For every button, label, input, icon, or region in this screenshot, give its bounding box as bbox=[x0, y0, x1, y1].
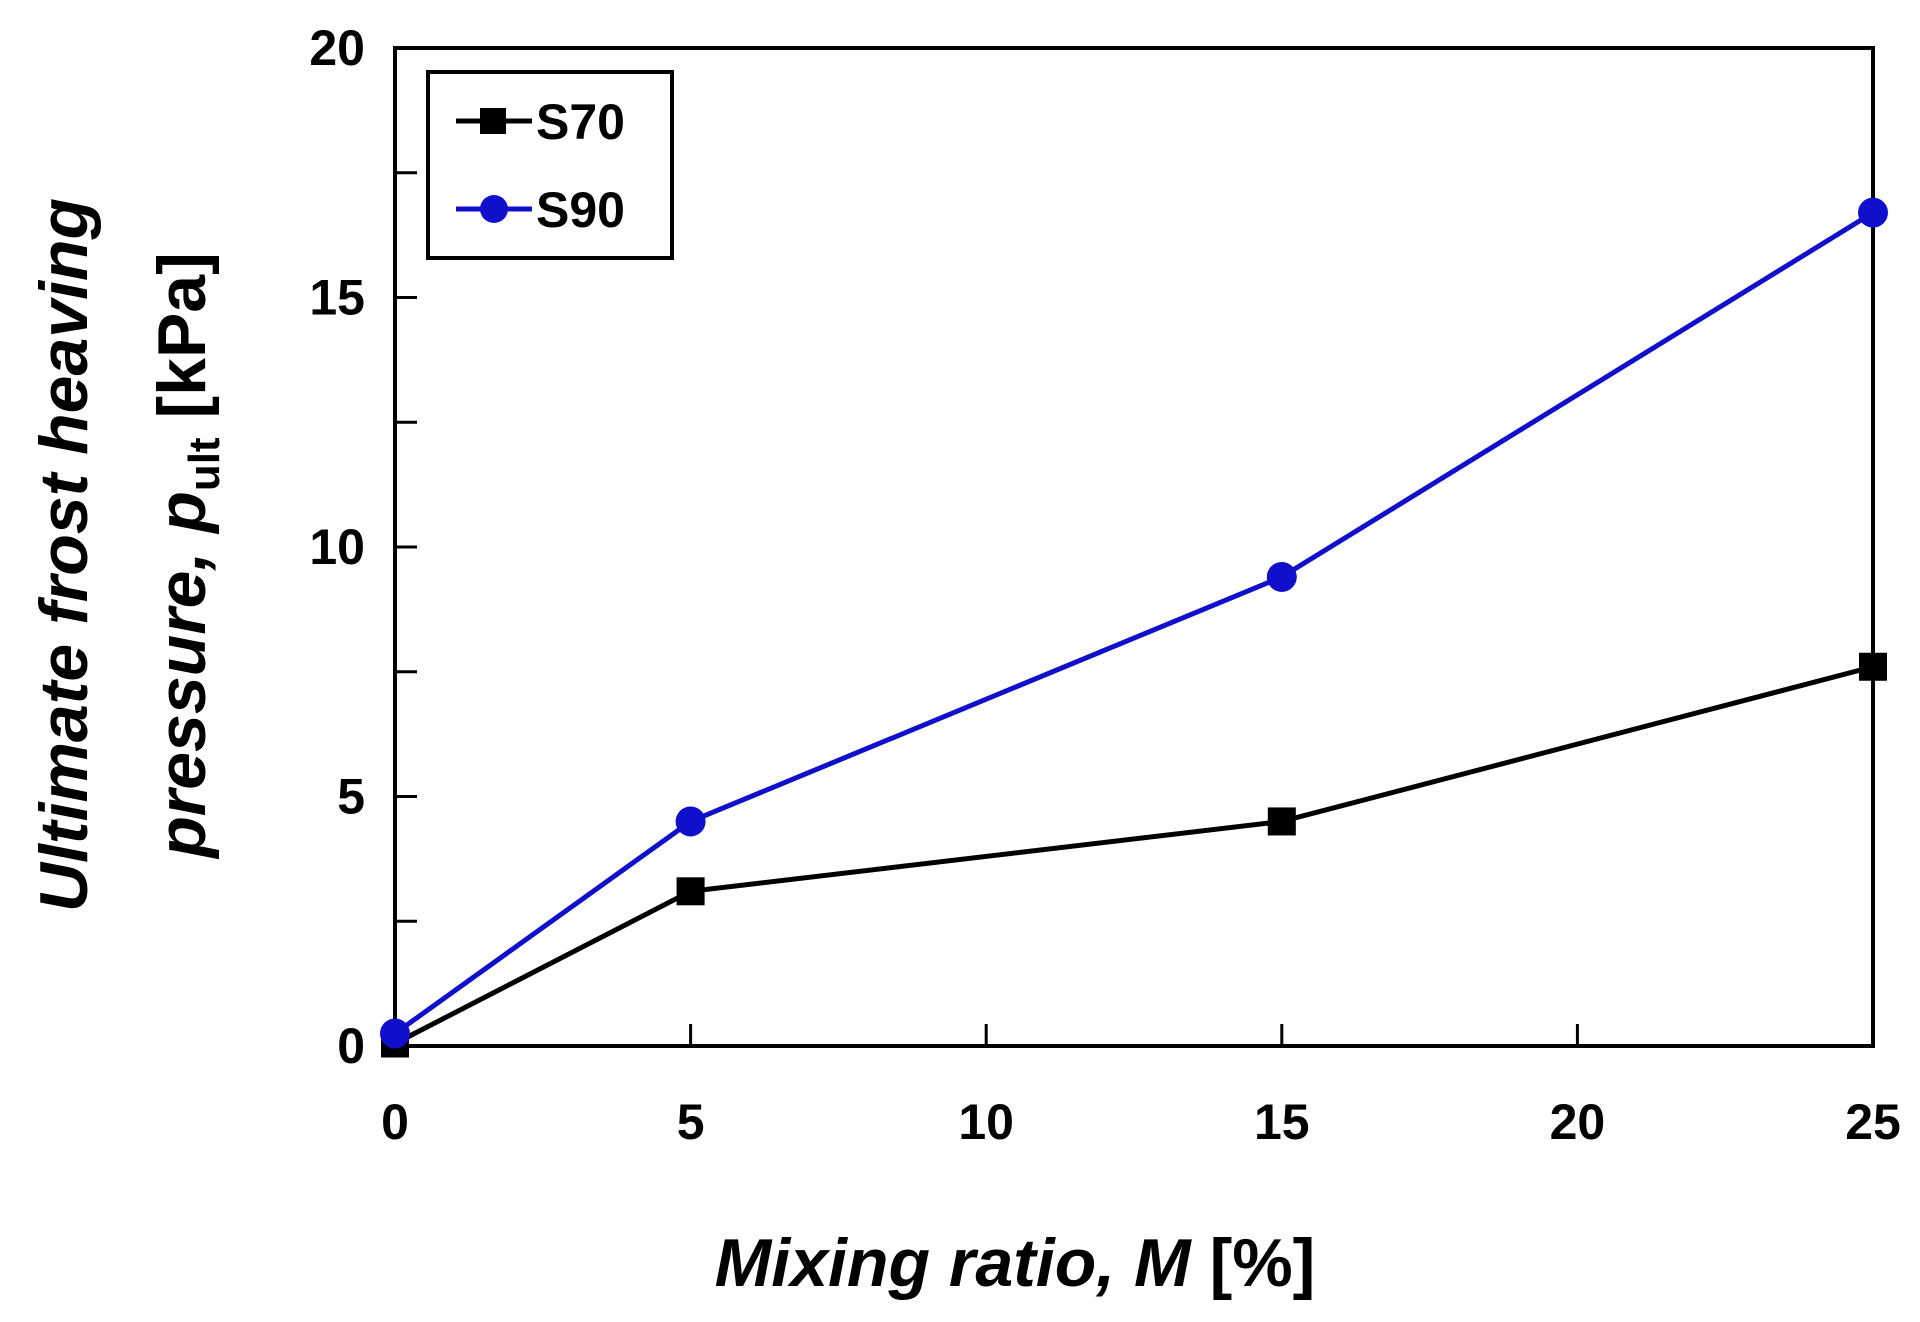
x-tick-label: 20 bbox=[1550, 1094, 1606, 1150]
x-tick-label: 25 bbox=[1845, 1094, 1901, 1150]
legend-label-s90: S90 bbox=[536, 182, 625, 238]
y-tick-label: 10 bbox=[309, 519, 365, 575]
x-axis-title-main: Mixing ratio, bbox=[715, 1225, 1134, 1301]
y-axis-title-line1: Ultimate frost heaving bbox=[26, 198, 102, 912]
legend-marker-s70 bbox=[480, 108, 506, 134]
y-tick-label: 15 bbox=[309, 270, 365, 326]
data-point-s90 bbox=[1858, 197, 1888, 228]
data-point-s90 bbox=[1266, 561, 1297, 592]
data-point-s90 bbox=[380, 1018, 410, 1049]
data-point-s90 bbox=[675, 806, 706, 837]
legend-marker-s90 bbox=[480, 195, 508, 223]
y-axis-title-pre: pressure, bbox=[144, 533, 220, 860]
x-axis-ticks: 0 5 10 15 20 25 bbox=[381, 1024, 1901, 1150]
y-axis-title-var: p bbox=[144, 491, 220, 535]
x-axis-title-var: M bbox=[1134, 1225, 1192, 1301]
y-axis-title-unit: [kPa] bbox=[144, 252, 220, 437]
series-line-s90 bbox=[393, 210, 1875, 1036]
y-axis-ticks: 0 5 10 15 20 bbox=[309, 20, 417, 1074]
data-series bbox=[380, 197, 1888, 1058]
x-tick-label: 15 bbox=[1254, 1094, 1310, 1150]
legend: S70 S90 bbox=[426, 70, 674, 260]
y-tick-label: 0 bbox=[337, 1018, 365, 1074]
data-point-s70 bbox=[1267, 807, 1296, 836]
x-tick-label: 0 bbox=[381, 1094, 409, 1150]
legend-label-s70: S70 bbox=[536, 94, 625, 150]
x-axis-title-unit: [%] bbox=[1191, 1225, 1316, 1301]
x-axis-title: Mixing ratio, M [%] bbox=[715, 1225, 1316, 1301]
y-tick-label: 20 bbox=[309, 20, 365, 76]
x-tick-label: 10 bbox=[958, 1094, 1014, 1150]
x-tick-label: 5 bbox=[677, 1094, 705, 1150]
data-point-s70 bbox=[676, 877, 705, 906]
data-point-s70 bbox=[1859, 652, 1887, 681]
y-axis-title-sub: ult bbox=[180, 437, 229, 491]
series-line-s70 bbox=[393, 664, 1874, 1046]
y-axis-title-line2: pressure, pult [kPa] bbox=[144, 252, 229, 860]
y-tick-label: 5 bbox=[337, 769, 365, 825]
legend-box bbox=[426, 70, 674, 260]
